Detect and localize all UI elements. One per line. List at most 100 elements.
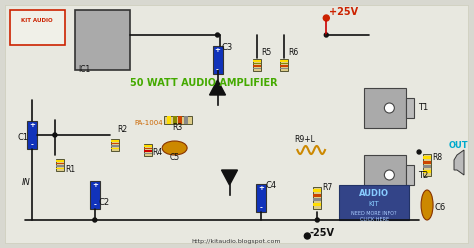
Bar xyxy=(144,150,152,152)
Text: KIT AUDIO: KIT AUDIO xyxy=(21,18,53,23)
Bar xyxy=(164,116,191,124)
Text: R8: R8 xyxy=(432,153,442,162)
Bar xyxy=(184,116,188,124)
Ellipse shape xyxy=(421,190,433,220)
Circle shape xyxy=(384,170,394,180)
Bar xyxy=(406,165,414,185)
Text: IC1: IC1 xyxy=(78,65,90,74)
Bar xyxy=(423,156,431,159)
Ellipse shape xyxy=(162,141,187,155)
Bar xyxy=(178,116,182,124)
Bar xyxy=(10,10,65,45)
Text: OUT: OUT xyxy=(449,141,469,150)
Bar xyxy=(281,63,288,64)
Text: AUDIO: AUDIO xyxy=(359,189,389,198)
Bar xyxy=(111,140,119,142)
Bar xyxy=(75,10,130,70)
Text: T2: T2 xyxy=(418,171,428,180)
Bar xyxy=(423,165,431,168)
Bar xyxy=(406,98,414,118)
Bar xyxy=(56,168,64,169)
Bar xyxy=(212,46,222,74)
Bar xyxy=(313,198,321,201)
Text: R2: R2 xyxy=(118,125,128,134)
Bar xyxy=(313,187,321,209)
Text: http://kitaudio.blogspot.com: http://kitaudio.blogspot.com xyxy=(192,239,281,244)
Text: T1: T1 xyxy=(418,103,428,113)
Bar xyxy=(56,165,64,167)
Bar xyxy=(313,189,321,192)
Bar xyxy=(339,185,409,220)
Bar xyxy=(313,203,321,206)
Text: R1: R1 xyxy=(65,165,75,174)
Bar xyxy=(90,181,100,209)
Text: C6: C6 xyxy=(434,203,445,212)
Bar xyxy=(281,68,288,69)
Circle shape xyxy=(53,133,57,137)
Bar xyxy=(111,145,119,147)
Bar xyxy=(281,59,288,71)
Bar xyxy=(254,61,262,62)
Circle shape xyxy=(304,233,310,239)
Text: +: + xyxy=(258,185,264,191)
Circle shape xyxy=(384,103,394,113)
Text: R7: R7 xyxy=(322,183,333,192)
Text: -25V: -25V xyxy=(310,228,334,238)
Bar xyxy=(111,139,119,151)
Text: -: - xyxy=(216,67,219,73)
Bar xyxy=(56,159,64,171)
Text: -: - xyxy=(93,202,96,208)
Circle shape xyxy=(417,150,421,154)
Bar xyxy=(256,184,266,212)
Bar xyxy=(56,160,64,162)
Text: 50 WATT AUDIO AMPLIFIER: 50 WATT AUDIO AMPLIFIER xyxy=(130,78,277,88)
Text: C1: C1 xyxy=(18,133,29,142)
Text: -: - xyxy=(260,205,263,211)
Bar xyxy=(56,163,64,164)
Text: +: + xyxy=(29,122,35,128)
Bar xyxy=(281,61,288,62)
Text: KIT: KIT xyxy=(369,201,380,207)
Polygon shape xyxy=(221,170,237,185)
Bar xyxy=(254,63,262,64)
Bar xyxy=(173,116,177,124)
Bar xyxy=(111,148,119,149)
Bar xyxy=(27,121,37,149)
Bar xyxy=(111,143,119,145)
Bar xyxy=(144,153,152,154)
Bar xyxy=(281,65,288,67)
Bar xyxy=(254,68,262,69)
Polygon shape xyxy=(454,150,464,175)
Text: R9+L: R9+L xyxy=(294,135,315,144)
Circle shape xyxy=(324,33,328,37)
Bar xyxy=(423,161,431,164)
Bar xyxy=(423,154,431,176)
Polygon shape xyxy=(210,80,226,95)
Text: C2: C2 xyxy=(99,198,110,207)
Circle shape xyxy=(216,33,219,37)
Circle shape xyxy=(315,218,319,222)
Text: R5: R5 xyxy=(262,48,272,57)
Bar xyxy=(364,155,406,195)
Bar xyxy=(144,144,152,156)
Text: +: + xyxy=(92,182,98,188)
Text: R6: R6 xyxy=(288,48,299,57)
Text: C5: C5 xyxy=(170,153,180,162)
Text: IN: IN xyxy=(22,178,31,187)
Bar xyxy=(167,116,171,124)
Text: +25V: +25V xyxy=(329,7,358,17)
Circle shape xyxy=(93,218,97,222)
Bar xyxy=(144,145,152,147)
Bar xyxy=(313,194,321,197)
Text: C4: C4 xyxy=(265,181,276,190)
Bar xyxy=(254,59,262,71)
Bar xyxy=(144,148,152,150)
Text: PA-1004: PA-1004 xyxy=(135,120,164,126)
Bar xyxy=(423,170,431,173)
Text: NEED MORE INFO?: NEED MORE INFO? xyxy=(351,211,397,216)
Bar xyxy=(254,65,262,67)
Text: CLICK HERE: CLICK HERE xyxy=(360,217,389,222)
Text: C3: C3 xyxy=(221,43,233,52)
Text: R4: R4 xyxy=(153,148,163,157)
Bar xyxy=(364,88,406,128)
